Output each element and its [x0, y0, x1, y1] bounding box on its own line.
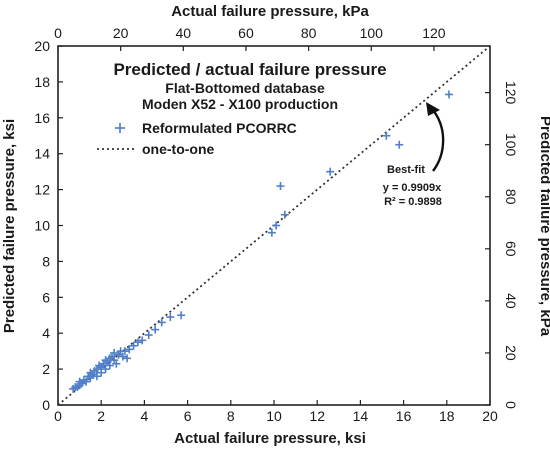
y-tick-label: 0: [42, 397, 50, 413]
legend-plus-marker: [115, 123, 125, 133]
y-axis-ticks-left: 0 2 4 6 8 10 12 14 16 18 20: [34, 38, 63, 413]
x-axis-title-bottom: Actual failure pressure, ksi: [174, 430, 366, 447]
legend: Reformulated PCORRC one-to-one: [97, 120, 297, 157]
y-right-tick-label: 0: [503, 401, 519, 409]
y-axis-title-right: Predicted failure pressure, kPa: [537, 116, 550, 337]
y-axis-ticks-right: 0 20 40 60 80 100 120: [485, 81, 519, 409]
y-tick-label: 2: [42, 361, 50, 377]
best-fit-annotation: Best-fit y = 0.9909x R² = 0.9898: [383, 102, 445, 208]
x-tick-label: 8: [227, 408, 235, 424]
data-point: [166, 313, 175, 322]
data-point: [105, 361, 114, 370]
x-top-tick-label: 0: [54, 25, 62, 41]
data-point: [101, 365, 110, 374]
data-point: [276, 182, 285, 191]
y-right-tick-label: 100: [503, 133, 519, 157]
y-tick-label: 18: [34, 74, 50, 90]
data-point: [120, 347, 129, 356]
y-tick-label: 10: [34, 218, 50, 234]
x-tick-label: 18: [439, 408, 455, 424]
annotation-line-2: y = 0.9909x: [383, 182, 442, 194]
x-tick-label: 12: [309, 408, 325, 424]
x-top-tick-label: 120: [422, 25, 446, 41]
legend-label-one-to-one: one-to-one: [142, 141, 215, 157]
data-point: [129, 341, 138, 350]
data-point: [92, 372, 101, 381]
annotation-arrowhead: [426, 102, 440, 116]
x-tick-label: 20: [482, 408, 498, 424]
y-right-tick-label: 60: [503, 241, 519, 257]
x-top-tick-label: 100: [360, 25, 384, 41]
data-point: [444, 90, 453, 99]
y-tick-label: 4: [42, 325, 50, 341]
x-tick-label: 16: [396, 408, 412, 424]
data-point: [133, 338, 142, 347]
data-point: [118, 352, 127, 361]
y-tick-label: 16: [34, 110, 50, 126]
data-point: [110, 348, 119, 357]
x-tick-label: 4: [141, 408, 149, 424]
annotation-line-3: R² = 0.9898: [384, 196, 442, 208]
x-top-tick-label: 80: [301, 25, 317, 41]
data-point: [326, 167, 335, 176]
y-tick-label: 20: [34, 38, 50, 54]
data-point: [112, 359, 121, 368]
y-right-tick-label: 20: [503, 345, 519, 361]
chart-subtitle-line-2: Moden X52 - X100 production: [142, 96, 338, 112]
data-point: [97, 368, 106, 377]
data-point: [272, 221, 281, 230]
data-point: [138, 336, 147, 345]
x-top-tick-label: 20: [113, 25, 129, 41]
data-point: [280, 210, 289, 219]
data-point: [144, 330, 153, 339]
data-point: [151, 325, 160, 334]
data-points: [69, 90, 453, 393]
x-tick-label: 0: [54, 408, 62, 424]
x-axis-title-top: Actual failure pressure, kPa: [171, 3, 369, 20]
data-point: [267, 228, 276, 237]
x-axis-ticks-top: 0 20 40 60 80 100 120: [54, 25, 446, 51]
data-point: [123, 354, 132, 363]
x-top-tick-label: 40: [176, 25, 192, 41]
x-top-tick-label: 60: [238, 25, 254, 41]
x-tick-label: 2: [97, 408, 105, 424]
y-right-tick-label: 40: [503, 293, 519, 309]
annotation-line-1: Best-fit: [387, 164, 425, 176]
data-point: [395, 140, 404, 149]
data-point: [382, 131, 391, 140]
y-right-tick-label: 80: [503, 189, 519, 205]
y-axis-title-left: Predicted failure pressure, ksi: [1, 119, 18, 333]
chart-subtitle-line-1: Flat-Bottomed database: [165, 80, 325, 96]
chart-title: Predicted / actual failure pressure: [113, 60, 386, 79]
data-point: [125, 345, 134, 354]
annotation-arrow: [432, 109, 445, 172]
y-tick-label: 14: [34, 146, 50, 162]
x-axis-ticks-bottom: 0 2 4 6 8 10 12 14 16 18 20: [54, 400, 498, 424]
data-point: [177, 311, 186, 320]
y-tick-label: 12: [34, 182, 50, 198]
x-tick-label: 10: [266, 408, 282, 424]
x-tick-label: 14: [353, 408, 369, 424]
data-point: [157, 318, 166, 327]
y-tick-label: 6: [42, 289, 50, 305]
data-point: [82, 377, 91, 386]
y-right-tick-label: 120: [503, 81, 519, 105]
x-tick-label: 6: [184, 408, 192, 424]
legend-label-series: Reformulated PCORRC: [142, 120, 297, 136]
y-tick-label: 8: [42, 253, 50, 269]
